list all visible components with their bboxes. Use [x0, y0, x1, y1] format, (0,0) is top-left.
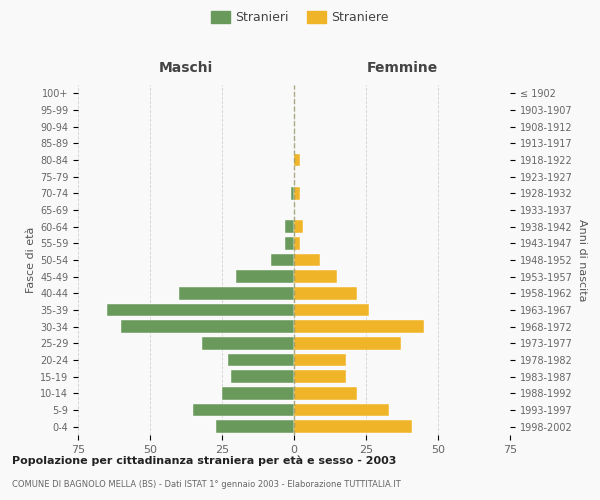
Bar — [216, 420, 294, 433]
Bar — [294, 237, 300, 250]
Bar — [228, 354, 294, 366]
Bar — [294, 337, 401, 349]
Y-axis label: Anni di nascita: Anni di nascita — [577, 218, 587, 301]
Bar — [230, 370, 294, 383]
Bar — [294, 320, 424, 333]
Bar — [294, 254, 320, 266]
Bar — [222, 387, 294, 400]
Bar — [236, 270, 294, 283]
Bar — [294, 370, 346, 383]
Bar — [294, 187, 300, 200]
Y-axis label: Fasce di età: Fasce di età — [26, 227, 36, 293]
Bar — [294, 387, 358, 400]
Bar — [271, 254, 294, 266]
Bar — [294, 220, 302, 233]
Bar — [286, 220, 294, 233]
Text: Popolazione per cittadinanza straniera per età e sesso - 2003: Popolazione per cittadinanza straniera p… — [12, 455, 397, 466]
Bar — [294, 404, 389, 416]
Bar — [294, 304, 369, 316]
Bar — [107, 304, 294, 316]
Bar — [294, 270, 337, 283]
Bar — [202, 337, 294, 349]
Bar — [294, 154, 300, 166]
Bar — [193, 404, 294, 416]
Legend: Stranieri, Straniere: Stranieri, Straniere — [206, 6, 394, 29]
Text: Maschi: Maschi — [159, 61, 213, 75]
Bar — [294, 420, 412, 433]
Bar — [179, 287, 294, 300]
Text: Femmine: Femmine — [367, 61, 437, 75]
Text: COMUNE DI BAGNOLO MELLA (BS) - Dati ISTAT 1° gennaio 2003 - Elaborazione TUTTITA: COMUNE DI BAGNOLO MELLA (BS) - Dati ISTA… — [12, 480, 401, 489]
Bar — [294, 354, 346, 366]
Bar — [286, 237, 294, 250]
Bar — [294, 287, 358, 300]
Bar — [291, 187, 294, 200]
Bar — [121, 320, 294, 333]
